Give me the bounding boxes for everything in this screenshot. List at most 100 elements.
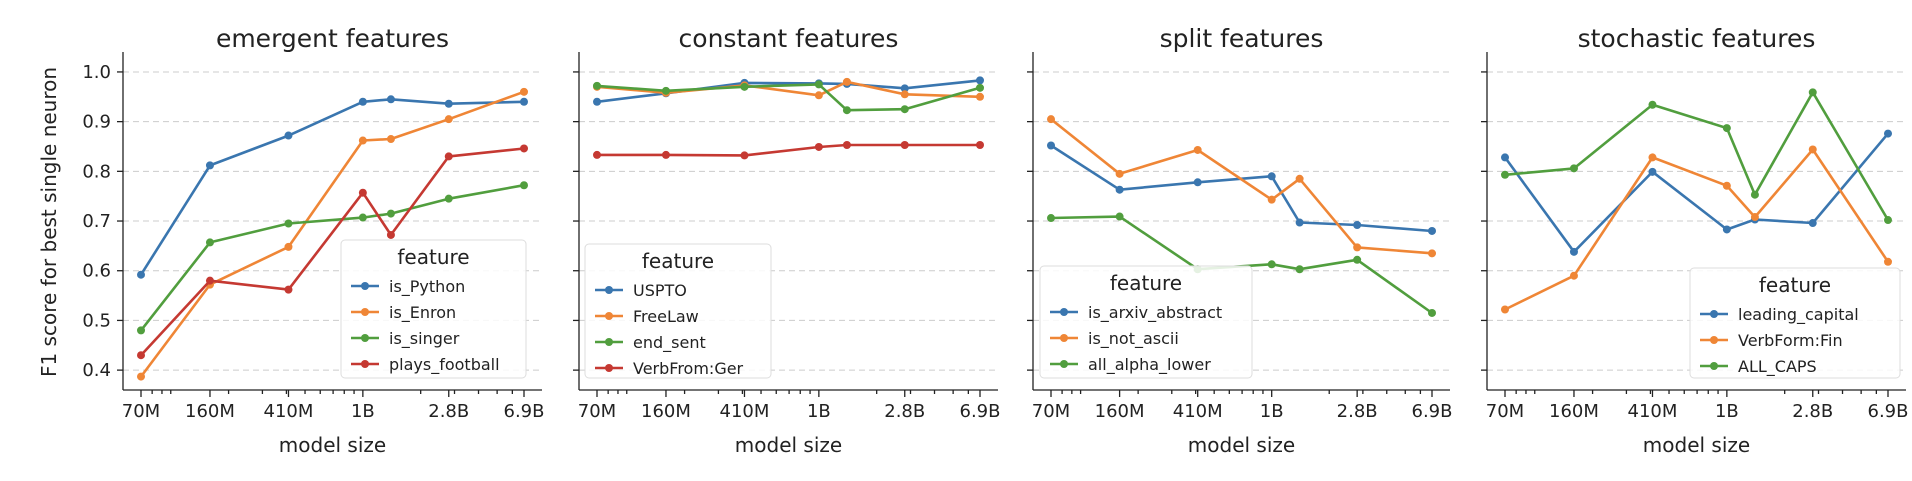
legend-title: feature	[1110, 271, 1182, 295]
data-point-is-singer	[205, 238, 214, 247]
data-point-is-not-ascii	[1295, 174, 1304, 183]
data-point-leading-capital	[1501, 153, 1509, 162]
series-line-leading-capital	[1503, 132, 1889, 254]
data-point-is-enron	[386, 135, 395, 144]
legend-marker	[605, 364, 613, 372]
legend-label: is_singer	[389, 329, 460, 349]
legend-marker	[1710, 336, 1718, 344]
data-point-all-caps	[1722, 124, 1731, 133]
x-tick-label: 70M	[122, 401, 160, 422]
chart-panel-3: 70M 160M 410M 1B 2.8B 6.9B split features model…	[1027, 24, 1452, 457]
data-point-all-caps	[1569, 164, 1578, 173]
data-point-is-singer	[386, 209, 395, 218]
legend-marker	[1060, 334, 1068, 342]
legend-marker	[1710, 310, 1718, 318]
legend-label: is_Enron	[389, 303, 456, 323]
data-point-is-arxiv-abstract	[1295, 218, 1304, 227]
data-point-is-python	[386, 95, 395, 104]
legend: feature is_arxiv_abstract is_not_ascii all_…	[1039, 265, 1253, 379]
data-point-is-enron	[284, 242, 293, 251]
x-tick-label: 410M	[1173, 401, 1223, 422]
y-tick-label: 0.9	[82, 112, 111, 133]
x-tick-label: 410M	[1628, 401, 1678, 422]
x-tick-label: 70M	[1486, 401, 1524, 422]
legend-marker	[1060, 308, 1068, 316]
panel-title: emergent features	[216, 24, 449, 53]
data-point-leading-capital	[1648, 167, 1657, 176]
series-line-verbfrom-ger	[597, 143, 980, 157]
data-point-verbfrom-ger	[976, 140, 984, 149]
y-tick-label: 0.4	[82, 360, 111, 381]
x-tick-label: 2.8B	[884, 401, 925, 422]
data-point-is-singer	[137, 326, 145, 335]
data-point-uspto	[900, 84, 909, 93]
data-point-is-not-ascii	[1267, 195, 1276, 204]
data-point-freelaw	[814, 91, 823, 100]
data-point-is-python	[520, 97, 528, 106]
x-tick-label: 1B	[1260, 401, 1284, 422]
x-tick-label: 6.9B	[504, 401, 545, 422]
data-point-plays-football	[137, 351, 145, 360]
x-tick-label: 2.8B	[1792, 401, 1833, 422]
legend-marker	[1710, 362, 1718, 370]
data-point-end-sent	[661, 86, 670, 95]
x-tick-label: 1B	[1715, 401, 1739, 422]
data-point-is-python	[205, 161, 214, 170]
data-point-verbform-fin	[1648, 153, 1657, 162]
data-point-plays-football	[358, 188, 367, 197]
data-point-all-caps	[1501, 170, 1509, 179]
x-tick-label: 2.8B	[428, 401, 469, 422]
data-point-is-not-ascii	[1193, 145, 1202, 154]
legend-label: end_sent	[633, 333, 706, 353]
data-point-is-not-ascii	[1115, 169, 1124, 178]
legend-title: feature	[642, 249, 714, 273]
data-point-verbfrom-ger	[593, 150, 601, 159]
data-point-is-arxiv-abstract	[1193, 178, 1202, 187]
figure-y-axis-label: F1 score for best single neuron	[37, 67, 61, 377]
data-point-is-enron	[444, 115, 453, 124]
data-point-verbform-fin	[1808, 145, 1817, 154]
data-point-all-alpha-lower	[1115, 212, 1124, 221]
x-tick-label: 6.9B	[1868, 401, 1909, 422]
legend-marker	[605, 338, 613, 346]
data-point-is-singer	[520, 181, 528, 190]
data-point-verbform-fin	[1569, 271, 1578, 280]
legend-label: VerbFrom:Ger	[633, 359, 744, 378]
data-point-is-singer	[358, 213, 367, 222]
data-point-is-not-ascii	[1428, 249, 1436, 258]
panel-title: split features	[1160, 24, 1324, 53]
data-point-all-alpha-lower	[1267, 260, 1276, 269]
x-tick-label: 160M	[1549, 401, 1599, 422]
x-tick-label: 160M	[185, 401, 235, 422]
data-point-is-arxiv-abstract	[1047, 141, 1055, 150]
data-point-plays-football	[386, 230, 395, 239]
x-tick-label: 70M	[1032, 401, 1070, 422]
data-point-is-python	[284, 131, 293, 140]
x-tick-label: 1B	[351, 401, 375, 422]
data-point-is-enron	[137, 372, 145, 381]
data-point-end-sent	[814, 80, 823, 89]
data-point-verbform-fin	[1722, 181, 1731, 190]
data-point-all-caps	[1750, 190, 1759, 199]
x-tick-label: 410M	[720, 401, 770, 422]
data-point-verbform-fin	[1884, 257, 1892, 266]
legend-marker	[361, 308, 369, 316]
legend-title: feature	[397, 245, 469, 269]
legend-box	[1689, 267, 1901, 379]
x-tick-label: 160M	[641, 401, 691, 422]
data-point-plays-football	[444, 152, 453, 161]
legend-label: USPTO	[633, 281, 687, 300]
data-point-is-not-ascii	[1353, 243, 1362, 252]
data-point-is-singer	[444, 194, 453, 203]
data-point-uspto	[593, 97, 601, 106]
legend-label: all_alpha_lower	[1088, 355, 1211, 375]
chart-panel-1: 0.4 0.5 0.6 0.7 0.8 0.9 1.0 70M 160M 410M 1B 2.8B 6.…	[82, 24, 544, 457]
legend-label: plays_football	[389, 355, 500, 375]
data-point-verbfrom-ger	[900, 140, 909, 149]
x-axis-label: model size	[1188, 433, 1295, 457]
legend-label: VerbForm:Fin	[1738, 331, 1843, 350]
x-axis-label: model size	[279, 433, 386, 457]
series-line-is-not-ascii	[1050, 118, 1433, 255]
